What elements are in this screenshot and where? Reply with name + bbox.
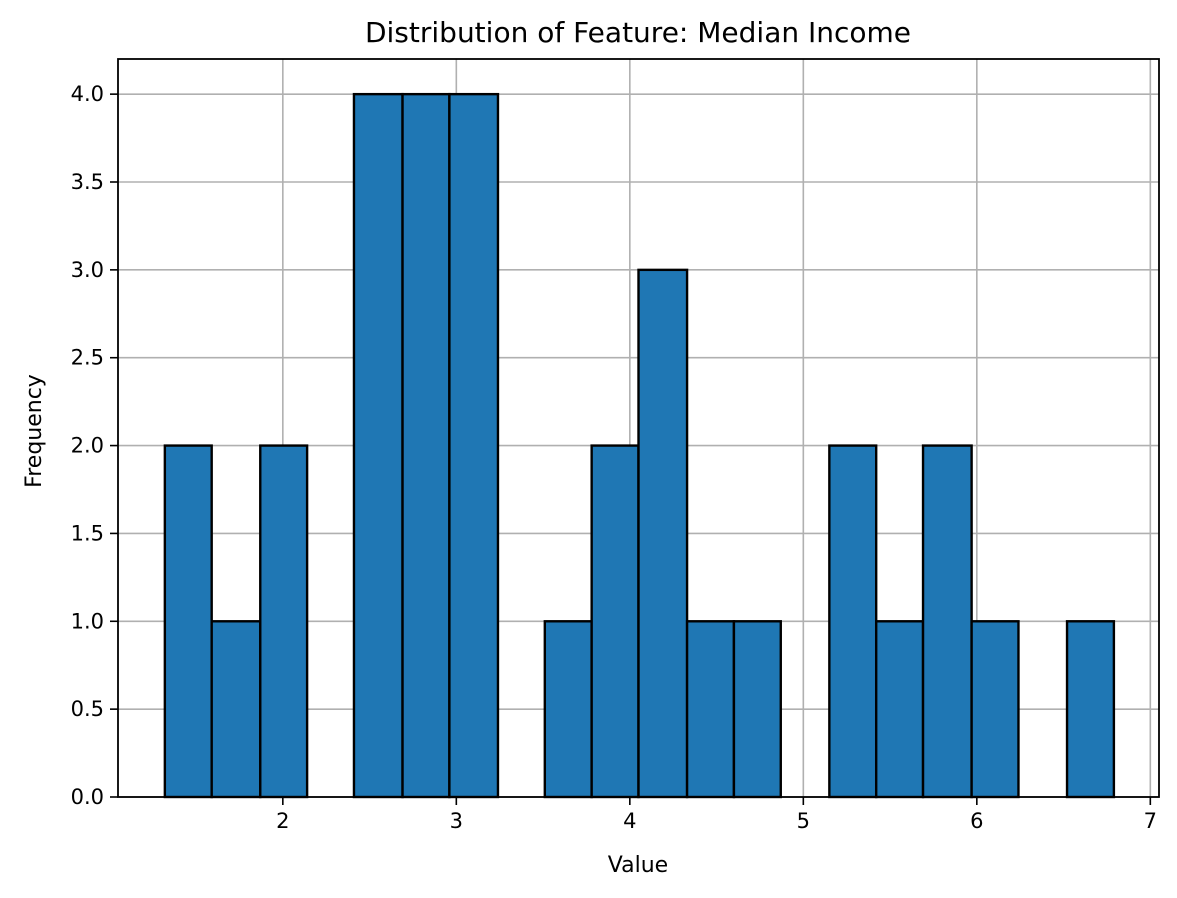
y-tick-label: 1.5 (71, 521, 104, 545)
x-tick-label: 4 (623, 809, 636, 833)
histogram-bar (401, 92, 451, 799)
y-tick-label: 1.0 (71, 609, 104, 633)
x-tick-label: 5 (797, 809, 810, 833)
histogram-bar (448, 92, 500, 799)
axes-layer: 2 3 4 5 6 7 0.0 0.5 1.0 1.5 2.0 2.5 3.0 3.5 4.0 (71, 58, 1160, 833)
histogram-bar (874, 620, 925, 799)
x-tick-label: 6 (970, 809, 983, 833)
histogram-bar (828, 444, 878, 799)
y-tick-label: 4.0 (71, 82, 104, 106)
y-tick-label: 2.5 (71, 346, 104, 370)
histogram-bar (637, 268, 689, 799)
y-tick-label: 0.5 (71, 697, 104, 721)
histogram-bar (590, 444, 640, 799)
y-tick-label: 3.5 (71, 170, 104, 194)
histogram-bar (970, 620, 1020, 799)
x-axis-label: Value (608, 853, 668, 878)
x-tick-label: 2 (276, 809, 289, 833)
bars-layer (163, 92, 1116, 799)
y-tick-label: 2.0 (71, 434, 104, 458)
x-tick-label: 7 (1144, 809, 1157, 833)
histogram-bar (163, 444, 213, 799)
x-tick-label: 3 (450, 809, 463, 833)
y-tick-label: 3.0 (71, 258, 104, 282)
y-tick-label: 0.0 (71, 785, 104, 809)
histogram-bar (921, 444, 973, 799)
histogram-bar (543, 620, 593, 799)
histogram-bar (732, 620, 782, 799)
histogram-bar (352, 92, 404, 799)
histogram-bar (685, 620, 736, 799)
histogram-bar (259, 444, 309, 799)
histogram-bar (1065, 620, 1116, 799)
chart-title: Distribution of Feature: Median Income (365, 16, 911, 49)
histogram-bar (210, 620, 262, 799)
plot-frame (117, 58, 1160, 798)
y-axis-label: Frequency (22, 374, 47, 488)
